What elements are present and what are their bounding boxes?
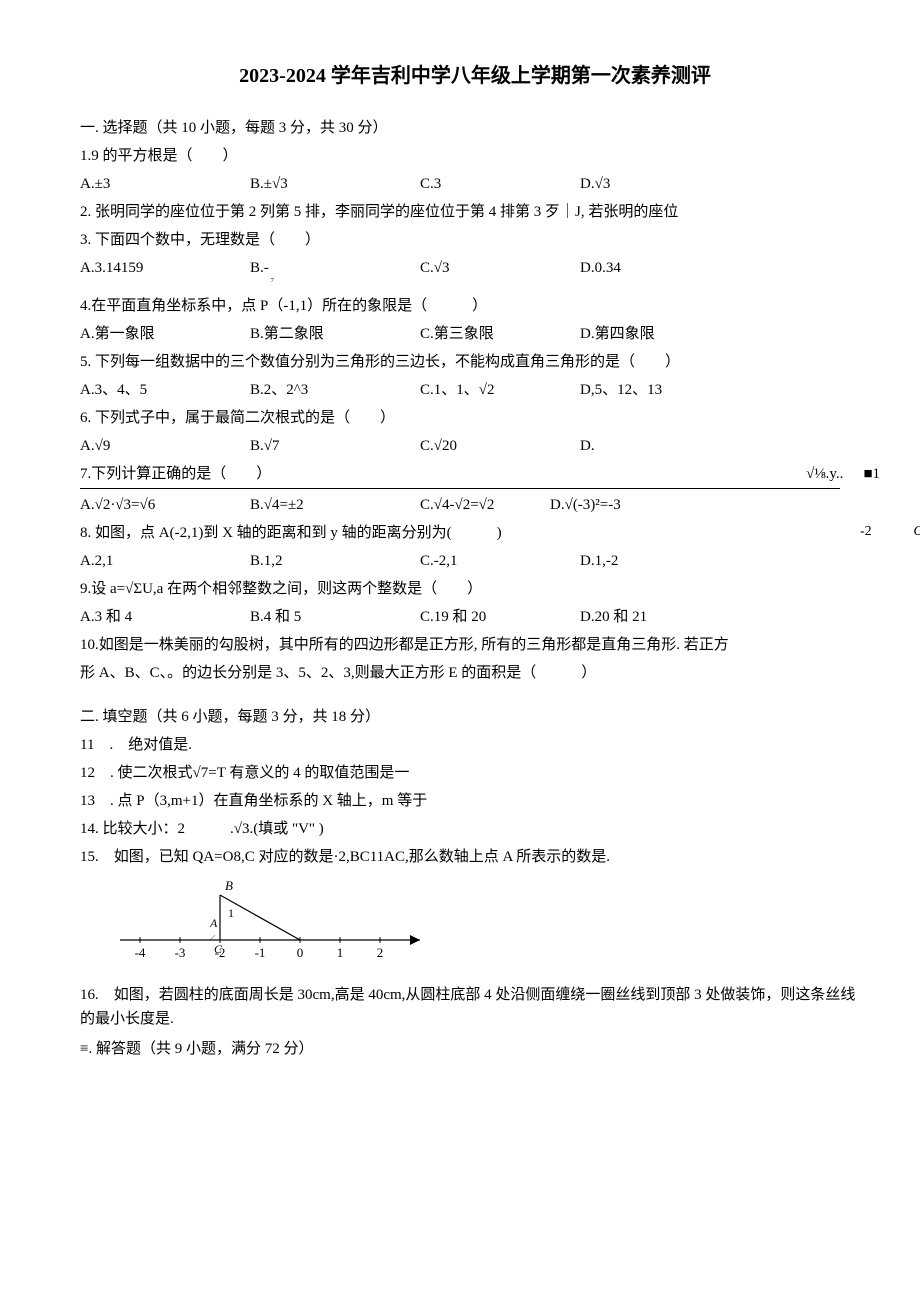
q7-stem: 7.下列计算正确的是（ ） √⅛.y.. ■1	[80, 462, 840, 489]
q1-stem: 1.9 的平方根是（ ）	[80, 144, 870, 168]
tick--1: -1	[255, 945, 266, 960]
q12: 12 . 使二次根式√7=T 有意义的 4 的取值范围是一	[80, 761, 870, 785]
q6-options: A.√9 B.√7 C.√20 D. y/	[80, 434, 870, 458]
tick-0: 0	[297, 945, 304, 960]
q6-opt-b: B.√7	[250, 434, 420, 458]
q6-opt-d: D.	[580, 434, 740, 458]
q7-options: A.√2·√3=√6 B.√4=±2 C.√4-√2=√2 D.√(-3)²=-…	[80, 493, 870, 517]
q4-opt-a: A.第一象限	[80, 322, 250, 346]
section2-header: 二. 填空题（共 6 小题，每题 3 分，共 18 分）	[80, 705, 870, 729]
q8-opt-d: D.1,-2	[580, 549, 740, 573]
q4-opt-c: C.第三象限	[420, 322, 580, 346]
q10-line1: 10.如图是一株美丽的勾股树，其中所有的四边形都是正方形, 所有的三角形都是直角…	[80, 633, 870, 657]
q14: 14. 比较大小：2 .√3.(填或 "V" )	[80, 817, 870, 841]
q4-opt-d: D.第四象限	[580, 322, 740, 346]
q3-opt-b-main: B.-	[250, 260, 269, 276]
q2-stem: 2. 张明同学的座位位于第 2 列第 5 排，李丽同学的座位位于第 4 排第 3…	[80, 200, 870, 224]
q16: 16. 如图，若圆柱的底面周长是 30cm,高是 40cm,从圆柱底部 4 处沿…	[80, 983, 870, 1031]
q10-line2: 形 A、B、C、。的边长分别是 3、5、2、3,则最大正方形 E 的面积是（ ）	[80, 661, 870, 685]
q11: 11 . 绝对值是.	[80, 733, 870, 757]
q8-opt-b: B.1,2	[250, 549, 420, 573]
q1-opt-b: B.±√3	[250, 172, 420, 196]
q13: 13 . 点 P（3,m+1）在直角坐标系的 X 轴上，m 等于	[80, 789, 870, 813]
q5-opt-b: B.2、2^3	[250, 378, 420, 402]
q5-options: A.3、4、5 B.2、2^3 C.1、1、√2 D,5、12、13	[80, 378, 870, 402]
q1-options: A.±3 B.±√3 C.3 D.√3	[80, 172, 870, 196]
q7-opt-b: B.√4=±2	[250, 493, 420, 517]
q7-right-1: √⅛.y..	[806, 462, 843, 486]
q15-diagram: -4 -3 -2 -1 0 1 2 B A 1 C	[110, 875, 870, 973]
q1-opt-a: A.±3	[80, 172, 250, 196]
q1-opt-c: C.3	[420, 172, 580, 196]
q8-options: A.2,1 B.1,2 C.-2,1 D.1,-2	[80, 549, 870, 573]
q8-stem: 8. 如图，点 A(-2,1)到 X 轴的距离和到 y 轴的距离分别为( )	[80, 521, 870, 545]
q7-right-1b: ■1	[863, 462, 880, 486]
q3-opt-c: C.√3	[420, 256, 580, 280]
q4-stem: 4.在平面直角坐标系中，点 P（-1,1）所在的象限是（ ）	[80, 294, 870, 318]
q10-line2-text: 形 A、B、C、。的边长分别是 3、5、2、3,则最大正方形 E 的面积是（ ）	[80, 665, 596, 681]
tick-2: 2	[377, 945, 384, 960]
q4-opt-b: B.第二象限	[250, 322, 420, 346]
page-title: 2023-2024 学年吉利中学八年级上学期第一次素养测评	[80, 60, 870, 92]
q5-opt-c: C.1、1、√2	[420, 378, 580, 402]
section3-header: ≡. 解答题（共 9 小题，满分 72 分）	[80, 1037, 870, 1061]
q9-options: A.3 和 4 B.4 和 5 C.19 和 20 D.20 和 21	[80, 605, 870, 629]
q8-right-annot: -2 O	[860, 521, 920, 543]
label-C: C	[214, 942, 223, 956]
q9-opt-c: C.19 和 20	[420, 605, 580, 629]
q6-opt-c: C.√20	[420, 434, 580, 458]
label-A: A	[209, 916, 218, 930]
q3-opt-d: D.0.34	[580, 256, 740, 280]
q3-opt-a: A.3.14159	[80, 256, 250, 280]
q9-stem: 9.设 a=√ΣU,a 在两个相邻整数之间，则这两个整数是（ ）	[80, 577, 870, 601]
q6-stem: 6. 下列式子中，属于最简二次根式的是（ ）	[80, 406, 870, 430]
q3-opt-b: B.- ₇	[250, 256, 420, 280]
q7-opt-c: C.√4-√2=√2	[420, 493, 550, 517]
label-B: B	[225, 878, 233, 893]
q5-opt-a: A.3、4、5	[80, 378, 250, 402]
q7-opt-d: D.√(-3)²=-3	[550, 493, 621, 517]
q6-opt-a: A.√9	[80, 434, 250, 458]
section1-header: 一. 选择题（共 10 小题，每题 3 分，共 30 分）	[80, 116, 870, 140]
q5-stem: 5. 下列每一组数据中的三个数值分别为三角形的三边长，不能构成直角三角形的是（ …	[80, 350, 870, 374]
q3-opt-b-sub: ₇	[271, 271, 275, 283]
q3-stem: 3. 下面四个数中，无理数是（ ）	[80, 228, 870, 252]
q1-opt-d: D.√3	[580, 172, 740, 196]
tick--3: -3	[175, 945, 186, 960]
q9-opt-b: B.4 和 5	[250, 605, 420, 629]
q9-opt-d: D.20 和 21	[580, 605, 740, 629]
q7-opt-a: A.√2·√3=√6	[80, 493, 250, 517]
q4-options: A.第一象限 B.第二象限 C.第三象限 D.第四象限	[80, 322, 870, 346]
label-one: 1	[228, 906, 234, 920]
q8-opt-c: C.-2,1	[420, 549, 580, 573]
q7-stem-text: 7.下列计算正确的是（ ）	[80, 462, 271, 486]
q3-options: A.3.14159 B.- ₇ C.√3 D.0.34	[80, 256, 870, 280]
q5-opt-d: D,5、12、13	[580, 378, 740, 402]
q15: 15. 如图，已知 QA=O8,C 对应的数是·2,BC11AC,那么数轴上点 …	[80, 845, 870, 869]
q8-opt-a: A.2,1	[80, 549, 250, 573]
tick--4: -4	[135, 945, 146, 960]
q9-opt-a: A.3 和 4	[80, 605, 250, 629]
q8-r1: -2	[860, 521, 910, 543]
tick-1: 1	[337, 945, 344, 960]
q8-r2: O	[914, 521, 920, 543]
